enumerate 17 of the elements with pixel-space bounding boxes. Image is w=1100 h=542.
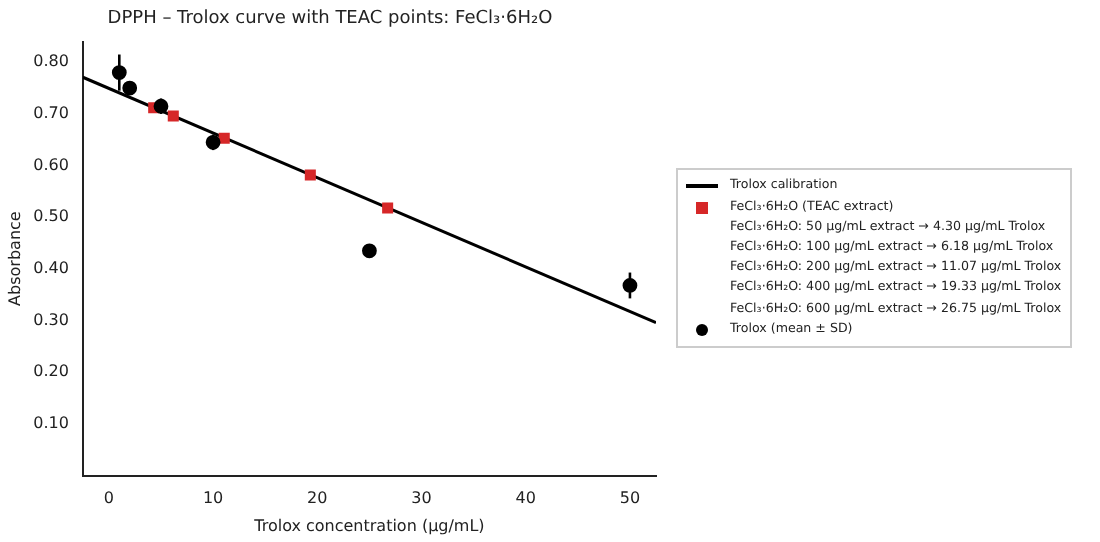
x-tick-label: 50: [619, 489, 641, 508]
x-tick-label: 40: [515, 489, 536, 508]
x-tick-label: 20: [307, 489, 328, 508]
x-axis-title: Trolox concentration (µg/mL): [252, 516, 485, 535]
x-tick-label: 30: [411, 489, 432, 508]
y-tick-label: 0.80: [33, 52, 69, 71]
chart-title: DPPH – Trolox curve with TEAC points: FeCl₃·6H₂O: [107, 9, 553, 30]
x-tick-label: 0: [103, 489, 114, 508]
x-tick-label: 10: [202, 489, 224, 508]
y-axis-title: Absorbance: [5, 211, 24, 306]
y-tick-label: 0.10: [33, 414, 69, 433]
y-tick-label: 0.50: [33, 207, 69, 226]
y-tick-label: 0.20: [33, 362, 69, 381]
y-tick-label: 0.40: [33, 259, 69, 278]
y-tick-label: 0.60: [33, 155, 69, 174]
y-tick-label: 0.30: [33, 310, 69, 329]
y-tick-label: 0.70: [33, 104, 69, 123]
